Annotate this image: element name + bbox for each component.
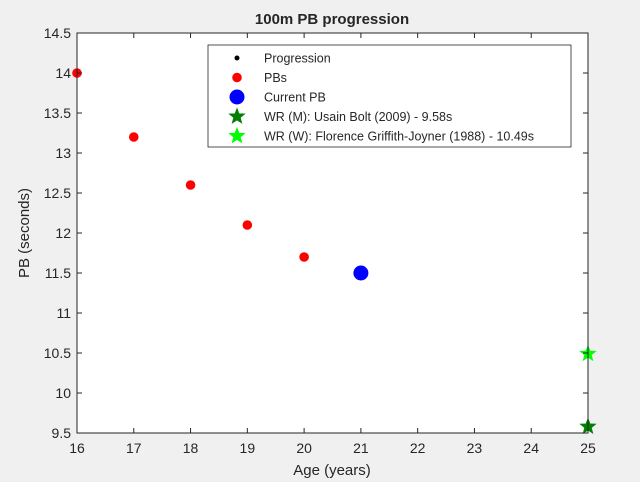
chart-title: 100m PB progression (255, 11, 409, 28)
x-tick-label: 22 (410, 440, 426, 456)
y-tick-label: 9.5 (52, 425, 72, 441)
y-tick-label: 10.5 (44, 345, 71, 361)
x-tick-label: 25 (580, 440, 596, 456)
y-tick-label: 14.5 (44, 25, 71, 41)
y-axis-label: PB (seconds) (16, 188, 33, 278)
legend-marker (232, 72, 242, 83)
data-point-series-2 (353, 265, 369, 281)
x-tick-label: 23 (467, 440, 483, 456)
x-tick-label: 24 (523, 440, 539, 456)
y-tick-label: 13.5 (44, 105, 71, 121)
x-tick-label: 20 (296, 440, 312, 456)
legend-entry-label: PBs (264, 71, 287, 85)
legend-box (207, 44, 572, 148)
data-point-series-1 (242, 220, 253, 230)
legend-marker (234, 55, 240, 61)
legend: Progression PBs Current PB WR (M): Usain Bo… (207, 44, 572, 148)
data-point-series-1 (128, 132, 139, 142)
legend-entry-label: Progression (264, 52, 331, 66)
legend-entry-label: WR (W): Florence Griffith-Joyner (1988) … (264, 130, 534, 144)
legend-marker (229, 89, 245, 105)
legend-entry-label: Current PB (264, 91, 326, 105)
y-tick-label: 11 (56, 305, 71, 321)
legend-entry-label: WR (M): Usain Bolt (2009) - 9.58s (264, 110, 452, 124)
y-tick-label: 12.5 (44, 185, 71, 201)
data-point-series-1 (185, 180, 196, 190)
y-tick-label: 14 (55, 65, 71, 81)
x-tick-label: 19 (240, 440, 256, 456)
y-tick-label: 10 (55, 385, 71, 401)
data-point-series-1 (299, 252, 309, 262)
x-axis-label: Age (years) (293, 462, 371, 479)
x-tick-label: 21 (353, 440, 369, 456)
x-axis-ticks: 16 17 18 19 20 21 22 23 24 25 (69, 33, 596, 456)
y-tick-label: 13 (55, 145, 71, 161)
y-axis-ticks: 9.5 10 10.5 11 11.5 12 12.5 13 13.5 14 14.5 (44, 25, 588, 441)
y-tick-label: 11.5 (45, 265, 71, 281)
y-tick-label: 12 (55, 225, 71, 241)
x-tick-label: 17 (126, 440, 142, 456)
x-tick-label: 18 (183, 440, 199, 456)
legend-marker (228, 126, 246, 144)
legend-marker (228, 107, 246, 124)
x-tick-label: 16 (69, 440, 85, 456)
